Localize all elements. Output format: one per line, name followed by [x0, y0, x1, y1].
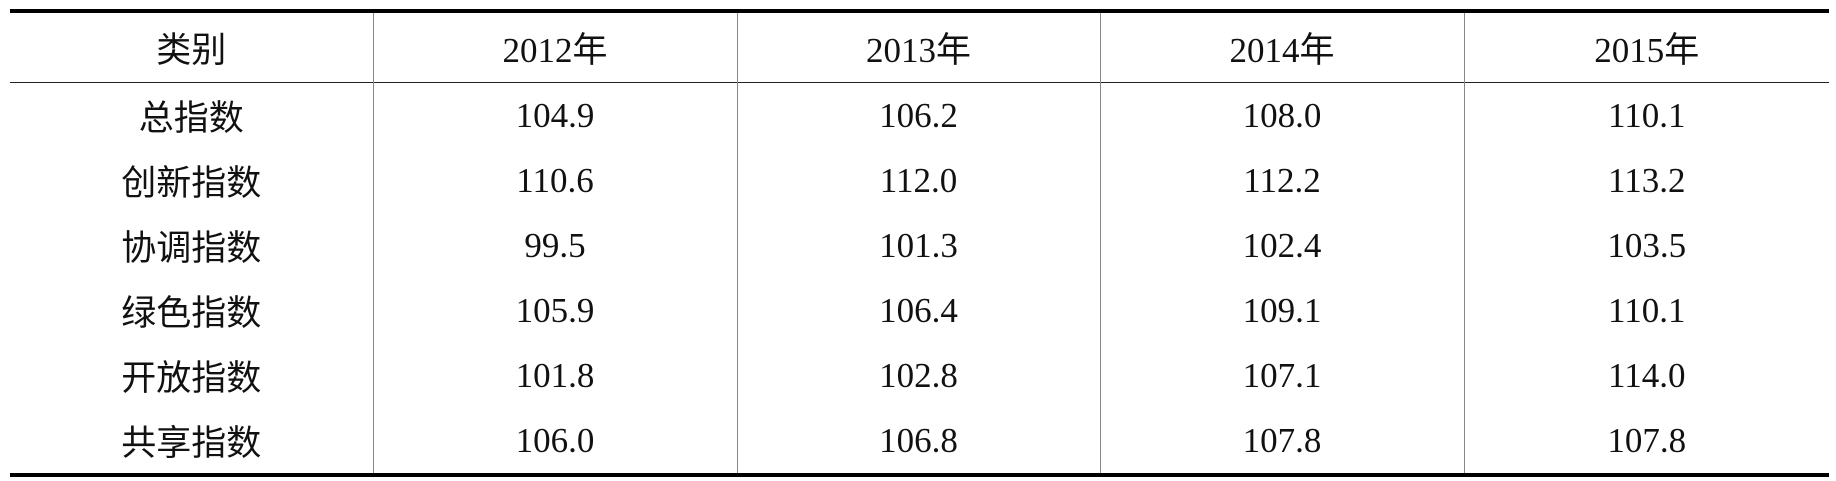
- table-cell: 106.8: [736, 408, 1100, 475]
- header-2012: 2012年: [372, 11, 737, 83]
- header-category: 类别: [156, 31, 227, 70]
- row-label: 创新指数: [121, 164, 262, 203]
- row-label: 绿色指数: [121, 294, 262, 333]
- table-row: 共享指数 106.0 106.8 107.8 107.8: [10, 408, 1829, 475]
- header-2015: 2015年: [1463, 11, 1829, 83]
- table-row: 创新指数 110.6 112.0 112.2 113.2: [10, 148, 1829, 213]
- table-cell: 101.8: [372, 343, 737, 408]
- row-label: 协调指数: [121, 229, 262, 268]
- table-cell: 107.1: [1099, 343, 1464, 408]
- table-cell: 106.4: [736, 278, 1100, 343]
- table-cell: 101.3: [736, 213, 1100, 278]
- table-cell: 108.0: [1099, 82, 1464, 148]
- table-cell: 105.9: [372, 278, 737, 343]
- row-label: 总指数: [138, 99, 244, 138]
- table-cell: 107.8: [1463, 408, 1829, 475]
- table-row: 总指数 104.9 106.2 108.0 110.1: [10, 82, 1829, 148]
- header-2014: 2014年: [1099, 11, 1464, 83]
- row-label: 共享指数: [121, 424, 262, 463]
- table-row: 绿色指数 105.9 106.4 109.1 110.1: [10, 278, 1829, 343]
- row-label: 开放指数: [121, 359, 262, 398]
- table-cell: 110.1: [1463, 278, 1829, 343]
- table-cell: 110.6: [372, 148, 737, 213]
- table-cell: 110.1: [1463, 82, 1829, 148]
- index-table: 类别 2012年 2013年 2014年 2015年 总指数 104.9 106.2…: [10, 9, 1829, 477]
- table-cell: 107.8: [1099, 408, 1464, 475]
- table-cell: 102.4: [1099, 213, 1464, 278]
- table-cell: 99.5: [372, 213, 737, 278]
- table-cell: 106.2: [736, 82, 1100, 148]
- table-cell: 112.0: [736, 148, 1100, 213]
- table-cell: 112.2: [1099, 148, 1464, 213]
- header-row: 类别 2012年 2013年 2014年 2015年: [10, 11, 1829, 83]
- table-row: 开放指数 101.8 102.8 107.1 114.0: [10, 343, 1829, 408]
- table-cell: 102.8: [736, 343, 1100, 408]
- table-cell: 113.2: [1463, 148, 1829, 213]
- header-2013: 2013年: [736, 11, 1100, 83]
- table-row: 协调指数 99.5 101.3 102.4 103.5: [10, 213, 1829, 278]
- table-cell: 104.9: [372, 82, 737, 148]
- table-cell: 106.0: [372, 408, 737, 475]
- table-cell: 114.0: [1463, 343, 1829, 408]
- table-cell: 109.1: [1099, 278, 1464, 343]
- table-cell: 103.5: [1463, 213, 1829, 278]
